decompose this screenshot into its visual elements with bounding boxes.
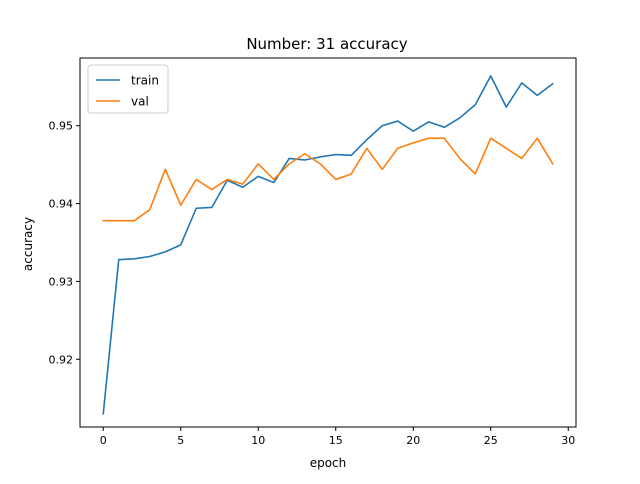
x-axis-label: epoch (310, 456, 347, 470)
plot-area: 0 5 10 15 20 25 30 0.92 0.93 0.94 0.95 train val (49, 57, 577, 447)
y-axis-label: accuracy (21, 217, 35, 271)
y-tick-label: 0.95 (49, 120, 74, 133)
x-tick-label: 15 (329, 434, 343, 447)
x-tick-label: 0 (100, 434, 107, 447)
x-tick-label: 10 (251, 434, 265, 447)
y-tick-label: 0.93 (49, 275, 74, 288)
x-tick-label: 30 (561, 434, 575, 447)
y-tick-label: 0.94 (49, 198, 74, 211)
legend-label-train: train (131, 74, 159, 88)
x-tick-label: 20 (406, 434, 420, 447)
plot-frame (79, 57, 577, 428)
x-tick-label: 5 (177, 434, 184, 447)
series-line-val (102, 137, 554, 222)
legend-box (87, 64, 169, 114)
chart-title: Number: 31 accuracy (246, 35, 407, 53)
series-line-train (102, 75, 554, 415)
legend-label-val: val (131, 95, 149, 109)
x-tick-label: 25 (484, 434, 498, 447)
y-tick-label: 0.92 (49, 353, 74, 366)
